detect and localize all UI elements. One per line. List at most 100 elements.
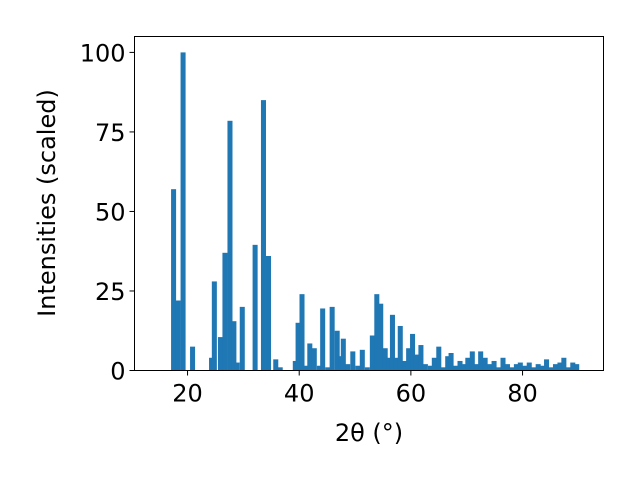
bar-30 <box>345 364 351 371</box>
bar-18 <box>295 322 301 371</box>
bar-27 <box>334 330 340 371</box>
bar-31 <box>350 351 356 371</box>
bar-17 <box>292 360 298 371</box>
bar-0 <box>171 189 177 371</box>
bar-54 <box>448 353 454 371</box>
y-tick-label-0: 0 <box>110 358 125 386</box>
bar-53 <box>445 356 451 371</box>
x-tick-label-0: 20 <box>172 380 203 408</box>
bar-14 <box>265 255 272 371</box>
bar-46 <box>413 354 419 371</box>
bar-68 <box>509 367 515 371</box>
y-tick-label-3: 75 <box>95 119 126 147</box>
bar-36 <box>374 294 380 371</box>
bar-42 <box>397 325 403 371</box>
x-tick-label-1: 40 <box>284 380 315 408</box>
bar-1 <box>175 300 181 371</box>
bar-37 <box>378 303 384 371</box>
ticks-group: 20 40 60 80 0 25 50 75 100 <box>80 39 538 407</box>
bar-21 <box>307 343 313 371</box>
x-axis-label: 2θ (°) <box>335 419 403 447</box>
bar-49 <box>427 365 433 371</box>
bar-45 <box>410 333 416 371</box>
bar-3 <box>190 346 196 371</box>
x-tick-label-3: 80 <box>507 380 538 408</box>
bar-24 <box>320 308 326 371</box>
bar-12 <box>252 244 258 371</box>
bar-56 <box>457 360 463 371</box>
bar-39 <box>386 357 392 371</box>
bar-52 <box>440 367 446 371</box>
bar-58 <box>465 357 471 371</box>
bar-60 <box>474 364 480 371</box>
bar-55 <box>453 365 459 371</box>
bar-25 <box>325 367 331 371</box>
bar-35 <box>369 335 375 371</box>
bar-28 <box>338 356 344 371</box>
bar-26 <box>329 306 335 371</box>
bar-72 <box>526 362 532 371</box>
bar-73 <box>531 367 537 371</box>
bar-57 <box>461 364 467 371</box>
bar-67 <box>504 364 510 371</box>
bar-33 <box>359 349 365 371</box>
plot-frame <box>134 36 604 371</box>
bar-10 <box>234 362 240 371</box>
y-tick-label-1: 25 <box>95 278 126 306</box>
bar-43 <box>402 360 408 371</box>
y-tick-label-2: 50 <box>95 198 126 226</box>
bar-63 <box>487 364 493 371</box>
x-tick-label-2: 60 <box>396 380 427 408</box>
bar-83 <box>574 364 580 371</box>
bar-75 <box>539 365 545 371</box>
bar-11 <box>239 306 245 371</box>
bar-82 <box>570 362 576 371</box>
bar-41 <box>393 357 399 371</box>
bar-9 <box>231 321 237 371</box>
bar-20 <box>303 365 309 371</box>
bar-40 <box>389 314 395 371</box>
bars-group <box>171 52 580 371</box>
bar-13 <box>260 100 266 371</box>
bar-70 <box>517 362 523 371</box>
bar-77 <box>548 367 554 371</box>
bar-78 <box>552 364 558 371</box>
bar-8 <box>227 120 233 371</box>
bar-44 <box>406 348 412 371</box>
bar-22 <box>311 348 317 371</box>
bar-6 <box>217 337 223 371</box>
bar-71 <box>522 365 528 371</box>
bar-79 <box>557 362 563 371</box>
bar-32 <box>355 365 361 371</box>
bar-5 <box>211 281 217 371</box>
bar-66 <box>500 357 506 371</box>
bar-7 <box>222 252 228 371</box>
bar-59 <box>469 351 475 371</box>
bar-64 <box>491 360 497 371</box>
bar-69 <box>513 364 519 371</box>
bar-76 <box>544 359 550 371</box>
bar-62 <box>482 357 488 371</box>
bar-65 <box>495 367 501 371</box>
bar-47 <box>418 345 424 371</box>
bar-51 <box>436 346 442 371</box>
y-tick-label-4: 100 <box>80 39 126 67</box>
bar-50 <box>431 357 437 371</box>
bar-38 <box>382 348 388 371</box>
bar-2 <box>180 52 186 371</box>
bar-74 <box>535 364 541 371</box>
bar-19 <box>299 294 305 371</box>
bar-48 <box>422 364 428 371</box>
bar-34 <box>364 367 370 371</box>
bar-16 <box>277 367 283 371</box>
bar-61 <box>478 351 484 371</box>
bar-4 <box>209 357 215 371</box>
y-axis-label: Intensities (scaled) <box>33 89 61 317</box>
bar-15 <box>273 359 279 371</box>
bar-29 <box>340 338 346 371</box>
bar-23 <box>316 365 322 371</box>
bar-80 <box>561 357 567 371</box>
bar-81 <box>565 367 571 371</box>
